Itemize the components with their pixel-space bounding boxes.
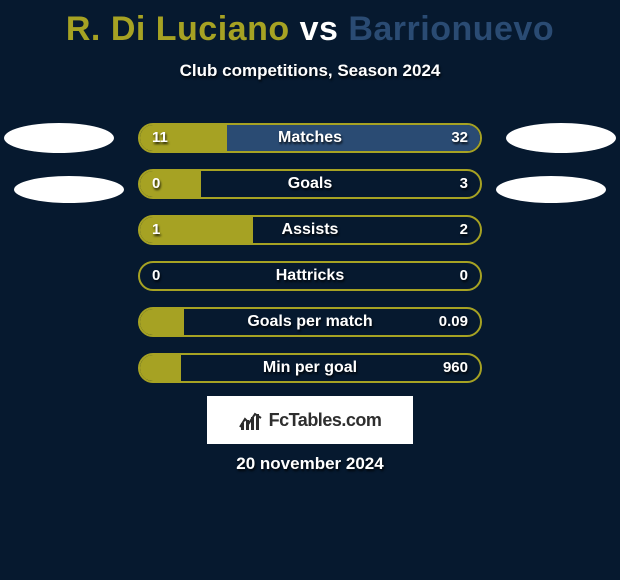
stat-row: 960Min per goal xyxy=(138,353,482,383)
title-player2: Barrionuevo xyxy=(348,10,554,48)
stats-bars-container: 1132Matches 03Goals 12Assists 00Hattricks 0.… xyxy=(138,123,482,399)
stat-label: Hattricks xyxy=(140,263,480,289)
title-vs: vs xyxy=(300,10,339,48)
player1-photo-placeholder xyxy=(4,123,114,153)
stat-label: Goals xyxy=(140,171,480,197)
stat-label: Assists xyxy=(140,217,480,243)
comparison-title: R. Di Luciano vs Barrionuevo xyxy=(0,0,620,49)
fctables-logo: FcTables.com xyxy=(207,396,413,444)
player1-photo-placeholder-2 xyxy=(14,176,124,203)
stat-label: Goals per match xyxy=(140,309,480,335)
player2-photo-placeholder xyxy=(506,123,616,153)
stat-row: 0.09Goals per match xyxy=(138,307,482,337)
stat-label: Matches xyxy=(140,125,480,151)
stat-row: 1132Matches xyxy=(138,123,482,153)
stat-row: 00Hattricks xyxy=(138,261,482,291)
subtitle: Club competitions, Season 2024 xyxy=(0,61,620,81)
stat-row: 12Assists xyxy=(138,215,482,245)
logo-text: FcTables.com xyxy=(269,410,382,431)
stat-row: 03Goals xyxy=(138,169,482,199)
chart-icon xyxy=(239,409,263,431)
player2-photo-placeholder-2 xyxy=(496,176,606,203)
title-player1: R. Di Luciano xyxy=(66,10,290,48)
snapshot-date: 20 november 2024 xyxy=(0,454,620,474)
stat-label: Min per goal xyxy=(140,355,480,381)
